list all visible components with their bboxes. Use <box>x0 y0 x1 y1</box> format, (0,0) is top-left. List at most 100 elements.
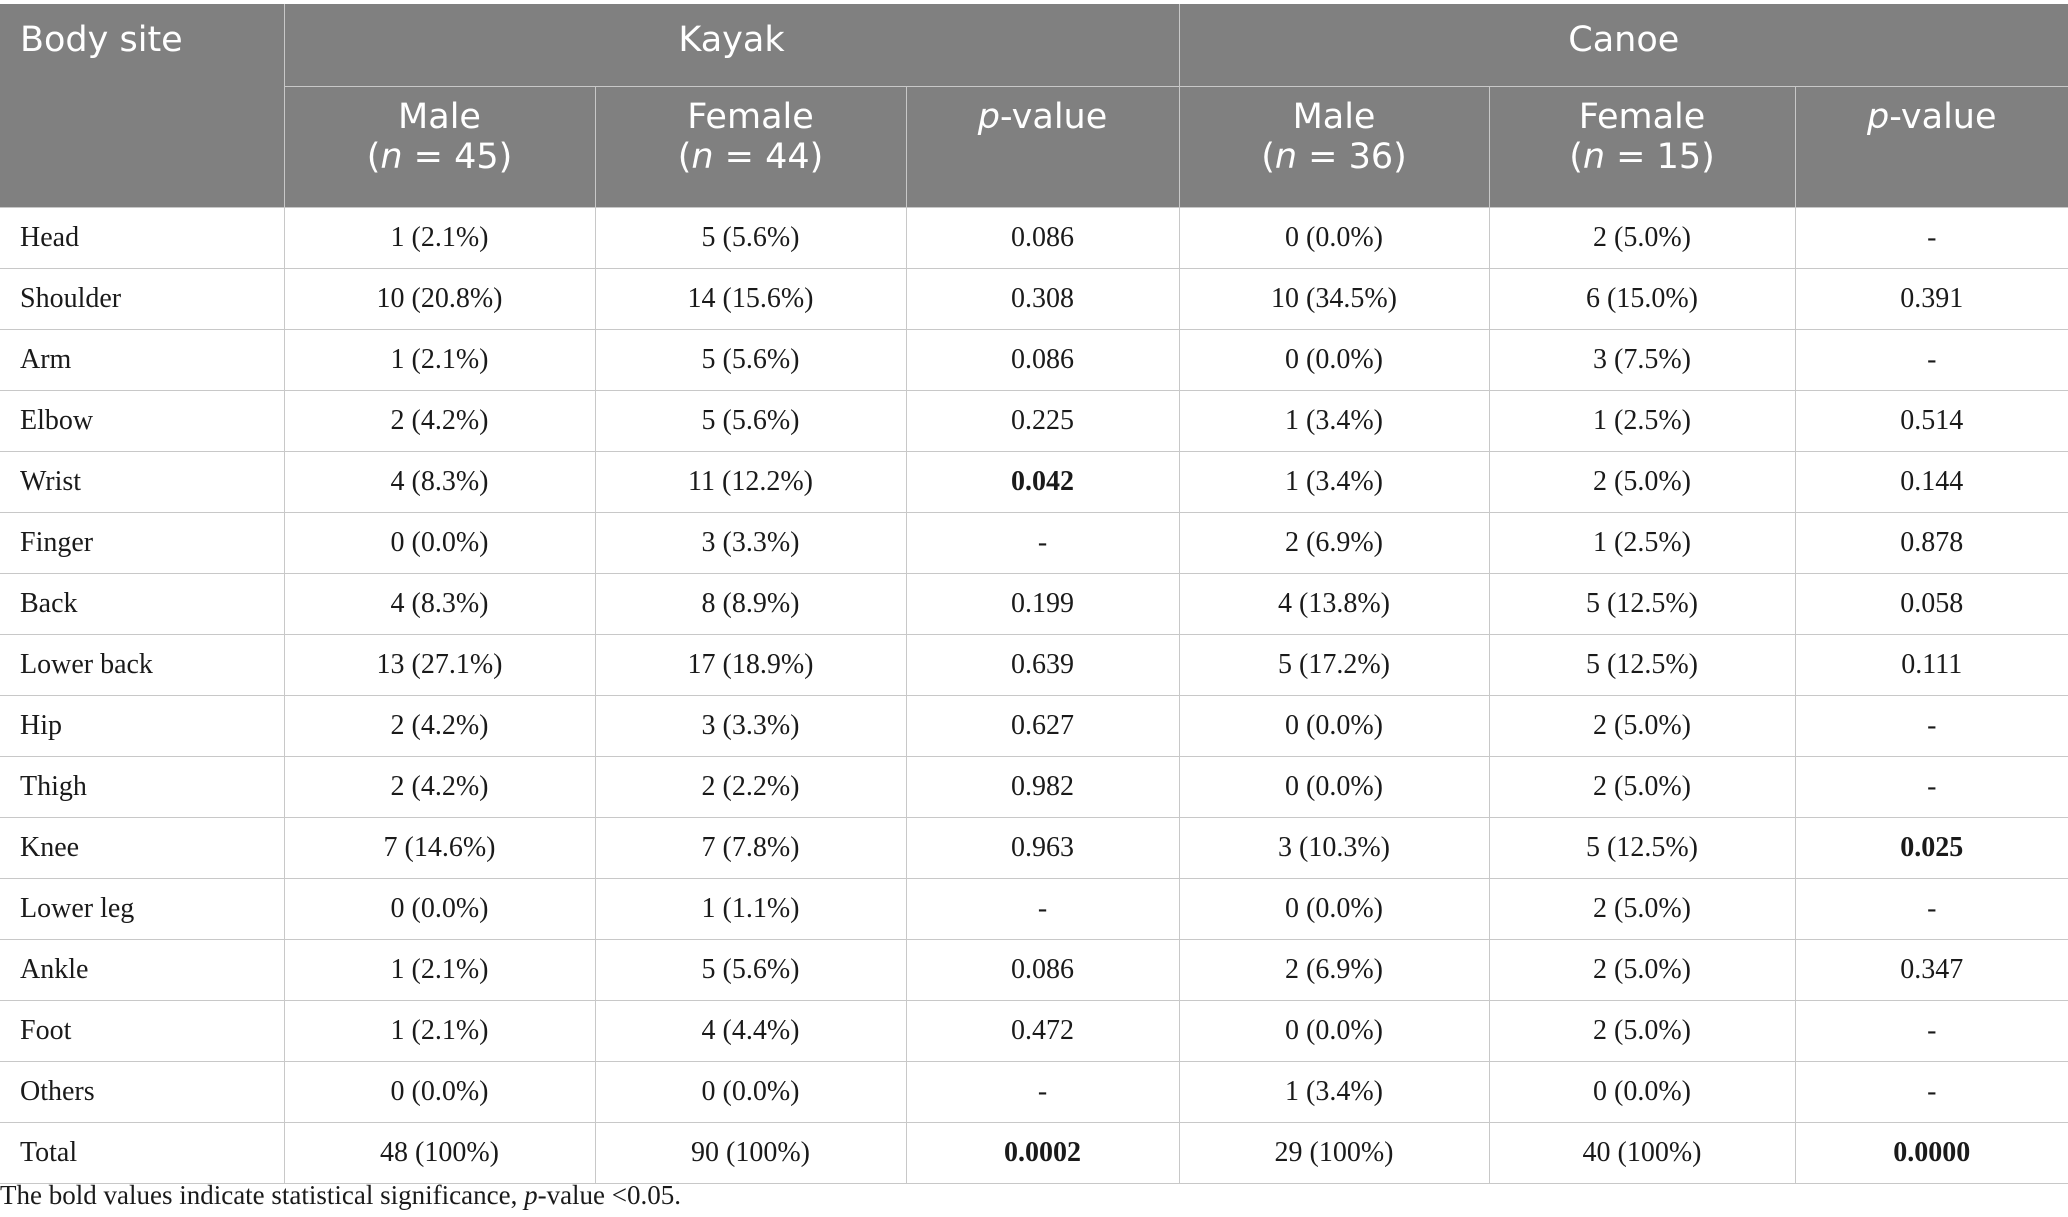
table-row: Arm 1 (2.1%) 5 (5.6%) 0.086 0 (0.0%) 3 (7.5%)… <box>0 329 2068 391</box>
table-row: Wrist 4 (8.3%) 11 (12.2%) 0.042 1 (3.4%) 2 (5… <box>0 451 2068 513</box>
row-label-body-site: Wrist <box>0 451 285 513</box>
table-row: Ankle 1 (2.1%) 5 (5.6%) 0.086 2 (6.9%) 2 (5.0… <box>0 939 2068 1001</box>
row-label-body-site: Total <box>0 1122 285 1184</box>
table-cell: 0.982 <box>906 756 1180 818</box>
row-label-body-site: Others <box>0 1061 285 1123</box>
table-cell: 2 (5.0%) <box>1489 1000 1796 1062</box>
header-group-kayak: Kayak <box>284 4 1180 87</box>
table-cell: 0 (0.0%) <box>284 1061 596 1123</box>
header-row-groups: Body site Kayak Canoe <box>0 4 2068 208</box>
table-cell: 0 (0.0%) <box>1179 756 1490 818</box>
table-cell: 3 (3.3%) <box>595 695 907 757</box>
table-cell: 7 (7.8%) <box>595 817 907 879</box>
header-body-site: Body site <box>0 4 285 208</box>
table-cell: 0.199 <box>906 573 1180 635</box>
table-row: Shoulder 10 (20.8%) 14 (15.6%) 0.308 10 (34.… <box>0 268 2068 330</box>
table-cell: 2 (5.0%) <box>1489 695 1796 757</box>
row-label-body-site: Back <box>0 573 285 635</box>
table-cell: 17 (18.9%) <box>595 634 907 696</box>
table-cell: 4 (8.3%) <box>284 573 596 635</box>
table-row: Lower back 13 (27.1%) 17 (18.9%) 0.639 5 (17… <box>0 634 2068 696</box>
table-cell: - <box>1795 756 2068 818</box>
table-body: Head 1 (2.1%) 5 (5.6%) 0.086 0 (0.0%) 2 (5.0%… <box>0 207 2068 1184</box>
header-sub-p-value-canoe: p-value <box>1795 86 2068 208</box>
table-cell: 48 (100%) <box>284 1122 596 1184</box>
table-cell: 29 (100%) <box>1179 1122 1490 1184</box>
table-cell: 0 (0.0%) <box>1489 1061 1796 1123</box>
table-cell: 0.086 <box>906 329 1180 391</box>
table-cell: 90 (100%) <box>595 1122 907 1184</box>
table-cell: 7 (14.6%) <box>284 817 596 879</box>
table-cell: 0.144 <box>1795 451 2068 513</box>
table-cell: 3 (7.5%) <box>1489 329 1796 391</box>
table-cell: 0 (0.0%) <box>595 1061 907 1123</box>
table-cell: 1 (2.1%) <box>284 939 596 1001</box>
header-sub-label: Female <box>687 97 814 137</box>
table-cell: - <box>1795 329 2068 391</box>
table-cell: 10 (20.8%) <box>284 268 596 330</box>
header-sub-female-canoe: Female (n = 15) <box>1489 86 1796 208</box>
header-sub-label: Female <box>1578 97 1706 137</box>
table-cell: 0.086 <box>906 207 1180 269</box>
row-label-body-site: Elbow <box>0 390 285 452</box>
header-sub-female-kayak: Female (n = 44) <box>595 86 907 208</box>
table-row: Thigh 2 (4.2%) 2 (2.2%) 0.982 0 (0.0%) 2 (5.0… <box>0 756 2068 818</box>
footnote-p: p <box>524 1180 538 1210</box>
table-cell: 2 (5.0%) <box>1489 939 1796 1001</box>
table-cell: 1 (3.4%) <box>1179 451 1490 513</box>
table-cell: 2 (5.0%) <box>1489 451 1796 513</box>
table-cell: 14 (15.6%) <box>595 268 907 330</box>
table-cell: 11 (12.2%) <box>595 451 907 513</box>
header-sub-n: (n = 45) <box>366 137 513 177</box>
table-cell: 0.111 <box>1795 634 2068 696</box>
table-cell: 0.308 <box>906 268 1180 330</box>
table-cell: 3 (10.3%) <box>1179 817 1490 879</box>
table-cell: 40 (100%) <box>1489 1122 1796 1184</box>
table-cell: 0 (0.0%) <box>1179 1000 1490 1062</box>
table-cell: 1 (1.1%) <box>595 878 907 940</box>
table-cell: 1 (3.4%) <box>1179 1061 1490 1123</box>
table-row: Others 0 (0.0%) 0 (0.0%) -1 (3.4%) 0 (0.0%) - <box>0 1061 2068 1123</box>
table-cell: - <box>906 878 1180 940</box>
table-cell: 0.639 <box>906 634 1180 696</box>
table-header: Body site Kayak Canoe Male (n = 45) Female… <box>0 4 2068 208</box>
header-sub-label: Male <box>398 97 481 137</box>
table-row: Lower leg 0 (0.0%) 1 (1.1%) -0 (0.0%) 2 (5.0… <box>0 878 2068 940</box>
table-cell: 0.627 <box>906 695 1180 757</box>
table-cell: 5 (5.6%) <box>595 390 907 452</box>
table-cell: 0.0002 <box>906 1122 1180 1184</box>
table-cell: 1 (2.5%) <box>1489 390 1796 452</box>
table-cell: 2 (5.0%) <box>1489 756 1796 818</box>
table-row: Knee 7 (14.6%) 7 (7.8%) 0.963 3 (10.3%) 5 (12… <box>0 817 2068 879</box>
table-cell: 2 (5.0%) <box>1489 878 1796 940</box>
row-label-body-site: Finger <box>0 512 285 574</box>
table-cell: - <box>1795 878 2068 940</box>
table-cell: 1 (2.1%) <box>284 207 596 269</box>
table-cell: 3 (3.3%) <box>595 512 907 574</box>
row-label-body-site: Arm <box>0 329 285 391</box>
table-cell: 0.086 <box>906 939 1180 1001</box>
table-cell: 5 (5.6%) <box>595 207 907 269</box>
table-cell: 0.391 <box>1795 268 2068 330</box>
table-cell: 0 (0.0%) <box>1179 207 1490 269</box>
header-sub-p-value-kayak: p-value <box>906 86 1180 208</box>
table-cell: 5 (5.6%) <box>595 939 907 1001</box>
results-table-container: Body site Kayak Canoe Male (n = 45) Female… <box>0 4 2068 1184</box>
table-cell: 2 (5.0%) <box>1489 207 1796 269</box>
table-cell: 1 (3.4%) <box>1179 390 1490 452</box>
table-footnote: The bold values indicate statistical sig… <box>0 1180 681 1211</box>
table-row: Hip 2 (4.2%) 3 (3.3%) 0.627 0 (0.0%) 2 (5.0%)… <box>0 695 2068 757</box>
table-cell: 0.347 <box>1795 939 2068 1001</box>
table-cell: 0.058 <box>1795 573 2068 635</box>
header-sub-male-kayak: Male (n = 45) <box>284 86 596 208</box>
table-cell: 2 (4.2%) <box>284 390 596 452</box>
table-row: Foot 1 (2.1%) 4 (4.4%) 0.472 0 (0.0%) 2 (5.0%… <box>0 1000 2068 1062</box>
header-sub-label: Male <box>1292 97 1376 137</box>
table-cell: 0.0000 <box>1795 1122 2068 1184</box>
table-cell: 0 (0.0%) <box>1179 878 1490 940</box>
table-cell: - <box>1795 1000 2068 1062</box>
table-cell: 1 (2.5%) <box>1489 512 1796 574</box>
table-cell: 13 (27.1%) <box>284 634 596 696</box>
table-row: Back 4 (8.3%) 8 (8.9%) 0.199 4 (13.8%) 5 (12.… <box>0 573 2068 635</box>
table-cell: - <box>906 1061 1180 1123</box>
